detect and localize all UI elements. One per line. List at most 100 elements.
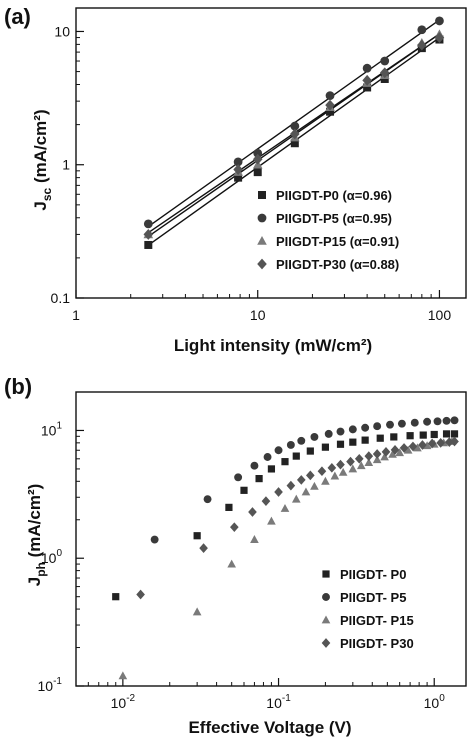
data-point-circle <box>362 63 372 73</box>
data-point-circle <box>373 422 382 431</box>
y-tick-exponent: 1 <box>56 420 62 431</box>
data-point-diamond <box>274 487 283 497</box>
x-tick-exponent: 0 <box>439 693 445 704</box>
data-point-circle <box>310 432 319 441</box>
panel-a-y-axis-title-rest: (mA/cm²) <box>31 109 50 187</box>
data-point-triangle <box>413 443 422 452</box>
legend-marker-diamond <box>257 258 267 270</box>
data-point-diamond <box>372 449 382 459</box>
y-tick-base: 10 <box>41 422 57 438</box>
data-point-diamond <box>199 543 208 553</box>
data-point-triangle <box>280 504 290 512</box>
legend-label: PIIGDT-P0 (α=0.96) <box>276 188 392 203</box>
data-point-square <box>290 139 299 148</box>
data-point-square <box>281 458 289 466</box>
data-point-square <box>380 74 389 83</box>
data-point-circle <box>423 417 432 426</box>
data-point-circle <box>361 423 370 432</box>
data-point-triangle <box>310 481 319 490</box>
data-point-circle <box>286 441 295 449</box>
data-point-diamond <box>317 466 327 477</box>
data-point-diamond <box>261 496 271 506</box>
plot-frame <box>75 7 467 299</box>
x-tick-label: 10-1 <box>266 693 291 711</box>
y-tick-label: 100 <box>41 548 63 566</box>
data-point-square <box>193 532 201 540</box>
data-point-triangle <box>372 455 382 464</box>
data-point-square <box>112 593 120 601</box>
data-point-circle <box>290 121 300 131</box>
legend-label: PIIGDT- P30 <box>340 636 414 651</box>
x-tick-exponent: -2 <box>126 693 135 704</box>
data-point-triangle <box>395 448 405 457</box>
x-tick-label: 1 <box>72 307 80 323</box>
data-point-diamond <box>390 444 400 455</box>
panel-a-y-axis-title: Jsc (mA/cm²) <box>31 109 54 210</box>
data-point-diamond <box>354 453 364 464</box>
x-tick-label: 100 <box>424 693 446 711</box>
data-point-triangle <box>301 487 311 496</box>
panel-b-y-axis-title-main: J <box>25 577 44 586</box>
data-point-diamond <box>379 67 390 79</box>
legend-marker-square <box>258 191 266 199</box>
data-point-circle <box>143 219 153 229</box>
panel-a-y-axis-title-main: J <box>31 201 50 210</box>
data-point-diamond <box>286 480 296 491</box>
data-point-triangle <box>380 452 389 461</box>
data-point-diamond <box>408 441 418 452</box>
data-point-square <box>442 430 451 438</box>
data-point-diamond <box>434 32 445 43</box>
data-point-square <box>390 433 398 441</box>
x-tick-label: 10 <box>250 307 266 323</box>
data-point-circle <box>233 157 243 167</box>
panel-a-legend: PIIGDT-P0 (α=0.96) PIIGDT-P5 (α=0.95) PIIG… <box>257 188 399 272</box>
data-point-circle <box>297 436 306 445</box>
data-point-diamond <box>444 437 454 448</box>
data-point-circle <box>397 419 406 428</box>
data-point-triangle <box>192 607 202 616</box>
x-tick-label: 10-2 <box>111 693 136 711</box>
y-tick-exponent: 0 <box>56 548 62 559</box>
data-point-square <box>144 240 153 249</box>
x-tick-label: 100 <box>428 307 452 323</box>
data-point-diamond <box>325 99 335 111</box>
data-point-diamond <box>399 443 409 453</box>
data-point-diamond <box>418 440 427 450</box>
legend-marker-diamond <box>321 638 331 648</box>
y-tick-base: 10 <box>38 678 54 694</box>
data-point-diamond <box>450 436 459 447</box>
data-point-diamond <box>252 153 263 165</box>
data-point-circle <box>380 56 390 66</box>
data-point-square <box>361 436 369 444</box>
y-tick-label: 0.1 <box>51 290 71 306</box>
panel-a-y-axis-title-sub: sc <box>40 187 54 201</box>
data-point-diamond <box>336 459 345 470</box>
data-point-diamond <box>290 128 300 140</box>
data-point-triangle <box>118 671 128 680</box>
panel-b-legend: PIIGDT- P0 PIIGDT- P5 PIIGDT- P15 PIIGDT- P… <box>321 567 414 651</box>
panel-b-label: (b) <box>4 374 32 399</box>
data-point-circle <box>442 416 451 425</box>
data-point-circle <box>150 535 159 544</box>
data-point-triangle <box>227 559 236 568</box>
data-point-circle <box>325 91 335 101</box>
data-point-square <box>326 107 335 116</box>
legend-marker-triangle <box>321 615 331 624</box>
data-point-square <box>336 440 345 448</box>
data-point-diamond <box>306 470 315 481</box>
data-point-square <box>430 430 438 439</box>
panel-b-x-axis-title: Effective Voltage (V) <box>188 718 351 737</box>
x-tick-exponent: -1 <box>282 693 291 704</box>
data-point-square <box>406 432 414 440</box>
data-point-diamond <box>230 522 239 533</box>
data-point-square <box>306 447 314 455</box>
data-point-circle <box>435 16 444 26</box>
data-point-circle <box>203 495 212 504</box>
data-point-diamond <box>364 451 374 461</box>
data-point-square <box>225 503 233 511</box>
legend-label: PIIGDT- P5 <box>340 590 406 605</box>
